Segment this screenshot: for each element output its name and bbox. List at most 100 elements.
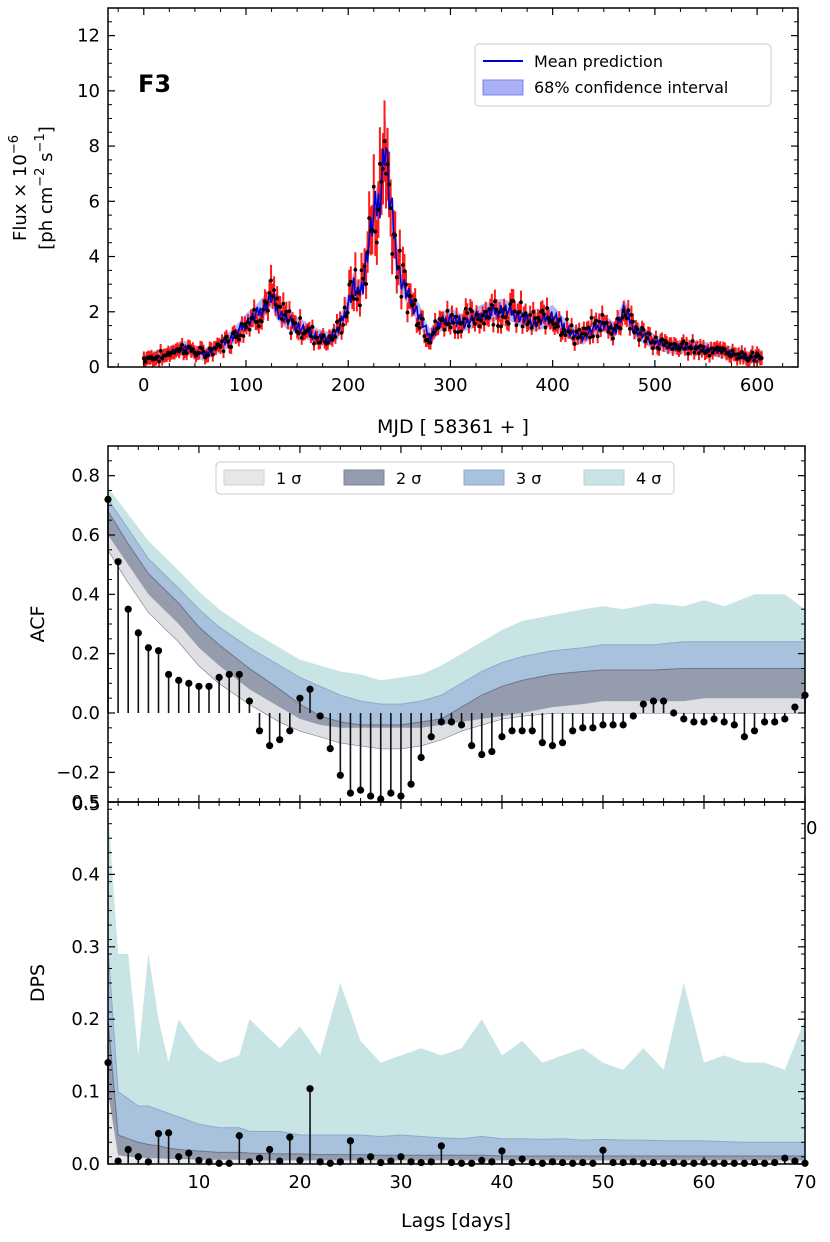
flux-point (623, 313, 628, 318)
flux-point (739, 350, 744, 355)
flux-point (546, 316, 551, 320)
flux-point (226, 339, 231, 344)
y-tick-label: 2 (89, 302, 100, 323)
dps-point (528, 1158, 536, 1167)
flux-point (141, 356, 146, 361)
flux-point (489, 303, 494, 307)
y-label-flux: Flux × 10 (10, 154, 31, 241)
flux-point (460, 320, 465, 325)
flux-point (669, 342, 674, 347)
acf-legend-box (215, 461, 675, 495)
flux-point (447, 321, 451, 326)
dps-point (670, 1158, 678, 1167)
flux-point (244, 325, 249, 330)
flux-point (503, 315, 508, 320)
x-tick-label: 20 (288, 1172, 311, 1193)
flux-point (581, 326, 586, 331)
x-tick-label: 70 (794, 1172, 817, 1193)
flux-point (589, 315, 594, 320)
flux-point (736, 352, 741, 357)
flux-point (160, 356, 165, 361)
x-tick-label: 600 (740, 375, 774, 396)
flux-point (523, 311, 528, 316)
flux-point (551, 322, 556, 326)
flux-point (281, 301, 286, 306)
acf-point (508, 727, 516, 735)
flux-point (474, 312, 479, 317)
acf-point (326, 745, 334, 753)
acf-point (255, 727, 264, 735)
flux-point (442, 327, 447, 332)
flux-point (647, 332, 652, 336)
dps-point (599, 1146, 607, 1154)
flux-point (465, 311, 470, 315)
flux-point (371, 184, 376, 189)
acf-points (104, 495, 809, 803)
flux-point (359, 268, 364, 273)
flux-point (549, 318, 554, 323)
flux-point (729, 354, 733, 359)
x-tick-label: 200 (331, 375, 365, 396)
y-tick-label: 0.0 (71, 1154, 100, 1175)
legend-4sigma-swatch (583, 469, 625, 486)
dps-x-label: Lags [days] (401, 1210, 511, 1232)
x-tick-label: 40 (491, 1172, 514, 1193)
flux-point (649, 340, 654, 345)
dps-point (124, 1145, 132, 1154)
flux-point (312, 341, 316, 346)
flux-point (236, 337, 241, 342)
dps-x-ticks: 10 20 30 40 50 60 70 (117, 802, 817, 1193)
flux-point (534, 321, 539, 326)
x-tick-label: 0 (138, 375, 149, 396)
acf-point (720, 718, 728, 726)
acf-point (306, 685, 314, 693)
flux-point (683, 346, 687, 351)
flux-point (664, 340, 669, 345)
flux-point (307, 326, 312, 331)
acf-point (205, 682, 213, 690)
legend-band-swatch (482, 79, 524, 96)
flux-point (620, 315, 625, 320)
dps-point (387, 1157, 395, 1165)
y-label-exp3: −1 (33, 133, 48, 152)
flux-point (644, 336, 649, 340)
confidence-band (143, 105, 763, 365)
flux-point (378, 161, 382, 166)
x-tick-label: 60 (693, 1172, 716, 1193)
flux-point (270, 294, 275, 299)
flux-point (583, 332, 588, 336)
flux-point (364, 282, 369, 286)
flux-point (453, 330, 457, 334)
flux-point (578, 335, 583, 339)
flux-point (459, 329, 464, 334)
flux-point (529, 326, 534, 330)
flux-points (141, 139, 764, 364)
acf-point (437, 718, 445, 726)
flux-point (540, 308, 545, 313)
flux-point (275, 296, 280, 301)
flux-point (370, 227, 375, 232)
flux-point (657, 347, 661, 351)
dps-point (447, 1158, 456, 1167)
flux-point (718, 346, 723, 350)
flux-point (278, 305, 283, 309)
flux-point (333, 334, 338, 339)
acf-point (579, 724, 587, 732)
x-tick-label: 300 (433, 375, 467, 396)
flux-point (330, 338, 335, 342)
flux-point (332, 328, 336, 333)
y-tick-label: 0.2 (71, 644, 100, 665)
flux-point (696, 351, 701, 356)
legend-mean-label: Mean prediction (534, 52, 663, 71)
flux-point (661, 342, 666, 347)
y-tick-label: 0.6 (71, 525, 100, 546)
flux-point (351, 296, 356, 301)
flux-point (190, 347, 195, 352)
dps-point (498, 1147, 506, 1155)
flux-point (629, 313, 634, 317)
flux-point (493, 299, 497, 304)
flux-point (238, 333, 243, 338)
flux-point (557, 317, 562, 322)
dps-y-label: DPS (27, 964, 49, 1002)
flux-point (240, 322, 244, 326)
